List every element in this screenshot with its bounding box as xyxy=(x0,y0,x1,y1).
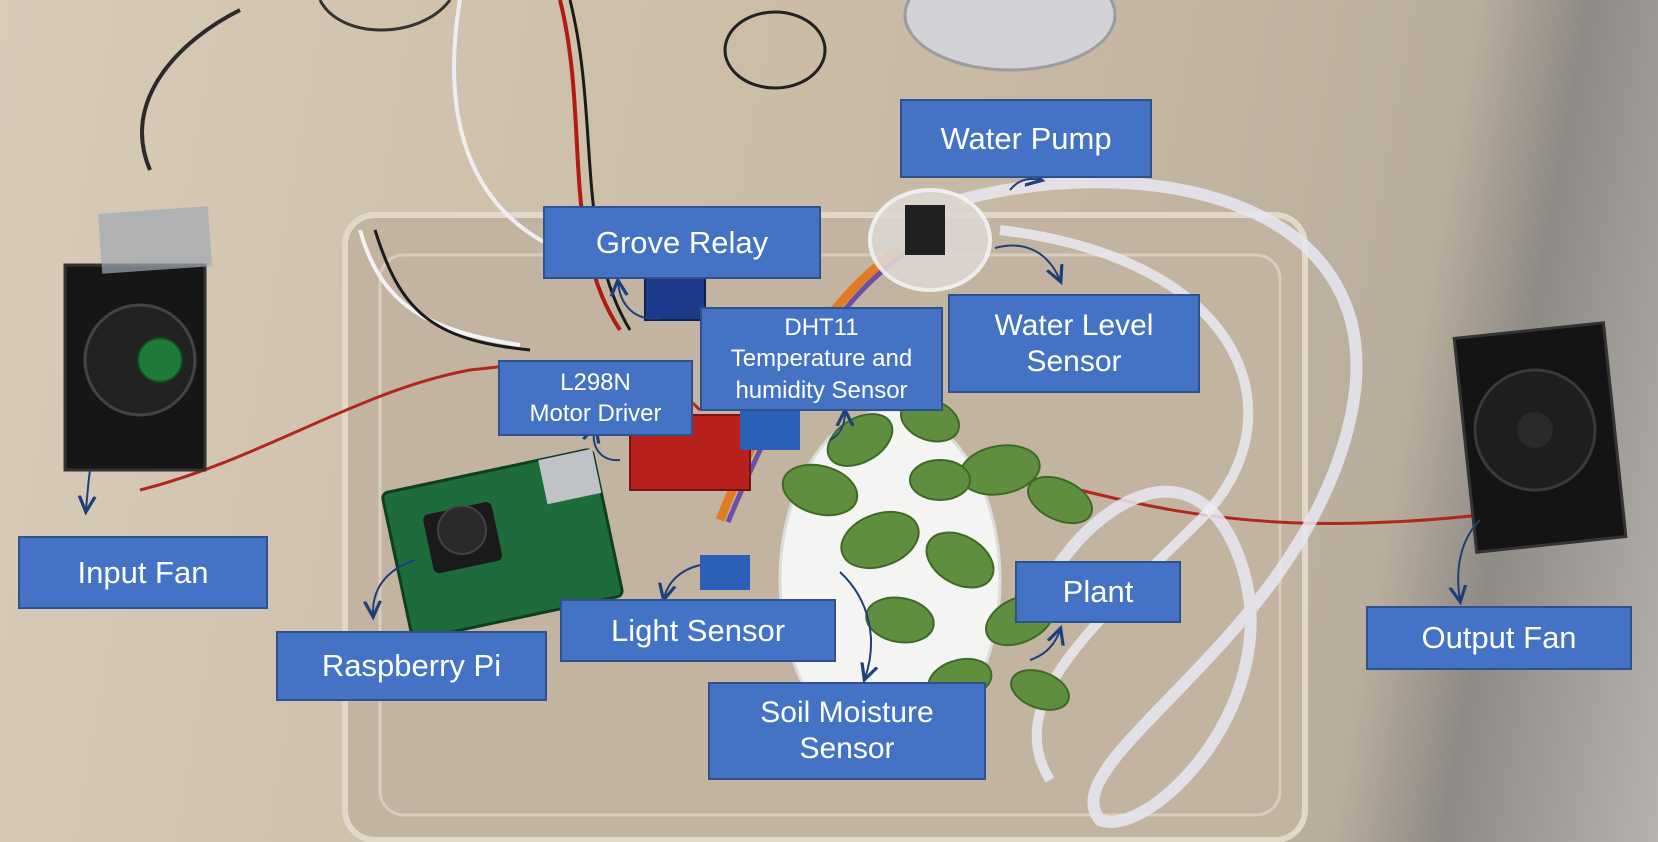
relay-module xyxy=(644,274,706,321)
label-soil-moisture-sensor: Soil Moisture Sensor xyxy=(708,682,986,780)
light-sensor-module xyxy=(700,555,750,590)
clear-tubing xyxy=(958,176,1363,828)
label-plant: Plant xyxy=(1015,561,1181,623)
label-l298n-motor-driver: L298N Motor Driver xyxy=(498,360,693,436)
label-light-sensor: Light Sensor xyxy=(560,599,836,662)
label-grove-relay: Grove Relay xyxy=(543,206,821,279)
label-water-level-sensor: Water Level Sensor xyxy=(948,294,1200,393)
pointer-arrows xyxy=(86,179,1481,678)
label-output-fan: Output Fan xyxy=(1366,606,1632,670)
label-input-fan: Input Fan xyxy=(18,536,268,609)
plant-leaves xyxy=(781,397,1093,711)
label-water-pump: Water Pump xyxy=(900,99,1152,178)
label-dht11-sensor: DHT11 Temperature and humidity Sensor xyxy=(700,307,943,411)
lamp-base xyxy=(903,0,1117,72)
label-raspberry-pi: Raspberry Pi xyxy=(276,631,547,701)
